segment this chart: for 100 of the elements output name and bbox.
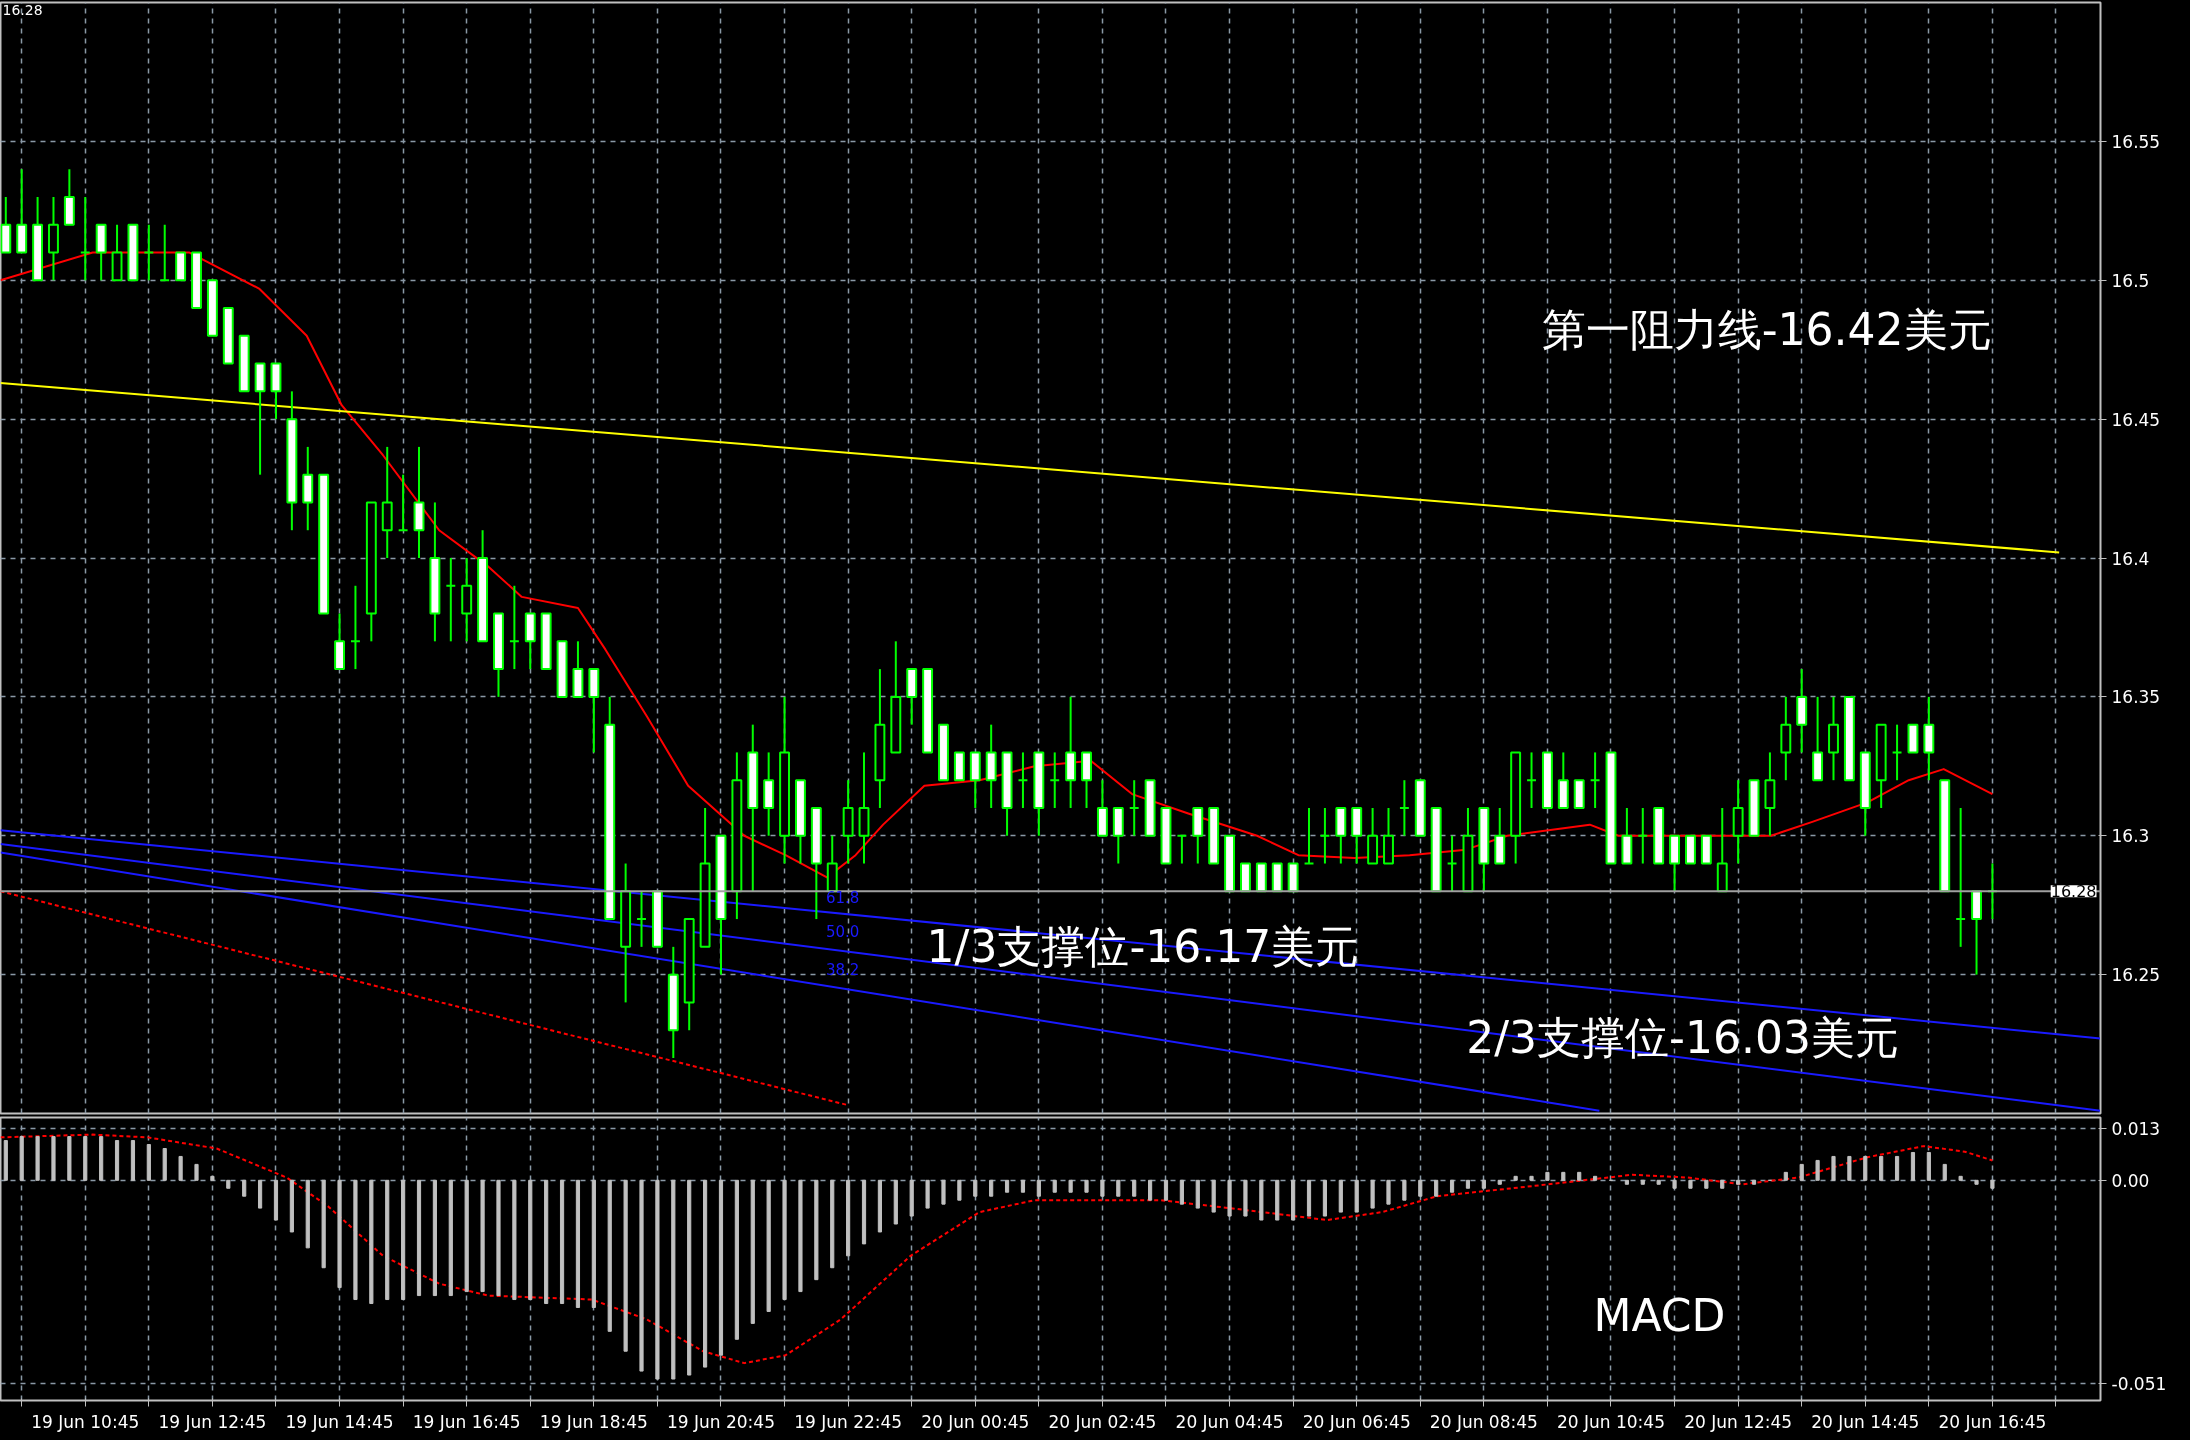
- x-tick-label: 20 Jun 04:45: [1175, 1411, 1284, 1432]
- bar: [1275, 1179, 1280, 1221]
- x-tick-label: 20 Jun 12:45: [1684, 1411, 1793, 1432]
- bar: [83, 1136, 88, 1181]
- x-tick-label: 19 Jun 16:45: [412, 1411, 521, 1432]
- bar: [1259, 1179, 1264, 1221]
- bar: [1688, 1179, 1693, 1189]
- bar: [1910, 1151, 1916, 1181]
- bar: [750, 1179, 755, 1324]
- bar: [273, 1179, 279, 1221]
- bar: [1894, 1155, 1900, 1181]
- bar: [1958, 1175, 1963, 1181]
- bar: [1052, 1179, 1057, 1193]
- bar: [1084, 1179, 1089, 1193]
- bar: [385, 1179, 390, 1301]
- bar: [830, 1179, 835, 1269]
- bar: [671, 1179, 676, 1380]
- bar: [1704, 1179, 1709, 1189]
- bar: [337, 1179, 342, 1289]
- bar: [1974, 1179, 1979, 1185]
- bar: [877, 1179, 882, 1233]
- bar: [1497, 1179, 1502, 1185]
- bar: [957, 1179, 962, 1201]
- bar: [162, 1148, 167, 1181]
- y-tick-label: 0.013: [2111, 1119, 2161, 1140]
- bar: [226, 1179, 231, 1189]
- bar: [35, 1136, 40, 1181]
- bar: [1036, 1179, 1041, 1197]
- bar: [1593, 1175, 1598, 1181]
- bar: [1640, 1179, 1645, 1185]
- bar: [989, 1179, 994, 1197]
- y-tick-label: -0.051: [2111, 1373, 2167, 1394]
- x-tick-label: 20 Jun 14:45: [1811, 1411, 1920, 1432]
- x-tick-label: 20 Jun 00:45: [921, 1411, 1030, 1432]
- bar: [1004, 1179, 1010, 1193]
- bar: [1831, 1155, 1836, 1181]
- bar: [1132, 1179, 1137, 1197]
- bar: [1370, 1179, 1375, 1209]
- bar: [973, 1179, 978, 1197]
- bar: [289, 1179, 294, 1233]
- bar: [1068, 1179, 1073, 1193]
- annotation: 38.2: [825, 961, 860, 980]
- bar: [1322, 1179, 1328, 1217]
- bar: [1195, 1179, 1200, 1209]
- bar: [639, 1179, 644, 1372]
- bar: [893, 1179, 898, 1225]
- bar: [321, 1179, 326, 1269]
- bar: [1751, 1179, 1757, 1185]
- bar: [512, 1179, 517, 1301]
- bar: [353, 1179, 358, 1301]
- x-tick-label: 19 Jun 18:45: [539, 1411, 648, 1432]
- bar: [1354, 1179, 1359, 1213]
- bar: [1211, 1179, 1216, 1213]
- bar: [416, 1179, 422, 1297]
- bar: [798, 1179, 803, 1293]
- bar: [1116, 1179, 1121, 1197]
- bar: [559, 1179, 565, 1305]
- bar: [941, 1179, 946, 1205]
- bar: [1847, 1155, 1852, 1181]
- bar: [1481, 1179, 1486, 1189]
- bar: [909, 1179, 914, 1217]
- y-tick-label: 16.35: [2111, 687, 2161, 708]
- bar: [1624, 1179, 1629, 1185]
- bar: [846, 1179, 851, 1257]
- bar: [591, 1179, 596, 1308]
- bar: [1990, 1179, 1995, 1189]
- y-tick-label: 0.00: [2111, 1170, 2150, 1191]
- bar: [1418, 1179, 1423, 1197]
- bar: [655, 1179, 660, 1380]
- bar: [528, 1179, 533, 1301]
- x-tick-label: 20 Jun 02:45: [1048, 1411, 1157, 1432]
- bar: [1942, 1163, 1947, 1181]
- bar: [1926, 1151, 1931, 1181]
- x-tick-label: 19 Jun 10:45: [31, 1411, 140, 1432]
- x-tick-label: 19 Jun 14:45: [285, 1411, 394, 1432]
- annotation: 16.28: [2, 1, 43, 18]
- bar: [1863, 1155, 1868, 1181]
- bar: [19, 1136, 24, 1181]
- bar: [1656, 1179, 1661, 1185]
- y-tick-label: 16.55: [2111, 131, 2161, 152]
- bar: [1020, 1179, 1026, 1193]
- bar: [1561, 1171, 1566, 1181]
- bar: [607, 1179, 612, 1332]
- bar: [1529, 1175, 1534, 1181]
- bar: [544, 1179, 549, 1305]
- x-tick-label: 20 Jun 10:45: [1557, 1411, 1665, 1432]
- bar: [432, 1179, 437, 1297]
- bar: [1513, 1175, 1518, 1181]
- y-tick-label: 16.25: [2111, 965, 2161, 986]
- bar: [51, 1136, 56, 1181]
- bar: [1783, 1171, 1788, 1181]
- bar: [861, 1179, 867, 1245]
- bar: [1815, 1159, 1820, 1181]
- ref-line-label: 16.28: [2050, 882, 2097, 902]
- bar: [496, 1179, 501, 1297]
- bar: [766, 1179, 771, 1312]
- bar: [464, 1179, 469, 1293]
- bar: [623, 1179, 628, 1352]
- x-tick-label: 19 Jun 20:45: [666, 1411, 775, 1432]
- bar: [1306, 1179, 1312, 1217]
